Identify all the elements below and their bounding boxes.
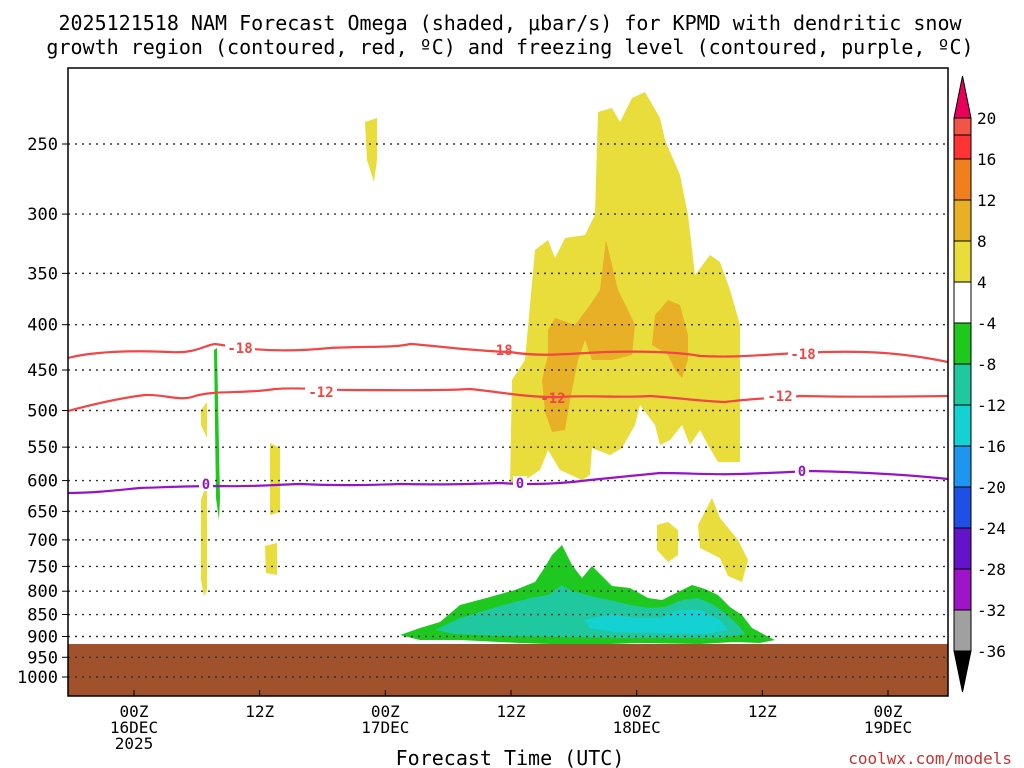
colorbar-band-6 xyxy=(953,281,972,324)
colorbar-label-5: -4 xyxy=(977,314,996,333)
y-tick-label-850: 850 xyxy=(27,606,58,626)
cyan-downward-core xyxy=(585,610,728,634)
colorbar-band-10 xyxy=(953,445,972,488)
y-tick-label-300: 300 xyxy=(27,205,58,225)
label-freezing-a: 0 xyxy=(202,477,210,493)
x-axis-title: Forecast Time (UTC) xyxy=(396,746,625,768)
label-minus18-b: -18 xyxy=(487,343,512,359)
yellow-blob-right-1 xyxy=(657,522,678,562)
y-tick-label-700: 700 xyxy=(27,531,58,551)
y-tick-label-900: 900 xyxy=(27,627,58,647)
colorbar-band-14 xyxy=(953,609,972,652)
yellow-blob-left-2 xyxy=(201,482,207,596)
colorbar-label-13: -36 xyxy=(977,642,1006,661)
x-tick-label-2-1: 17DEC xyxy=(361,718,409,737)
colorbar-band-11 xyxy=(953,486,972,529)
colorbar-top-arrow xyxy=(953,75,972,119)
orange-core-1 xyxy=(542,240,635,432)
colorbar-label-7: -12 xyxy=(977,396,1006,415)
chart-title-line2: growth region (contoured, red, ºC) and f… xyxy=(46,35,973,59)
colorbar-label-9: -20 xyxy=(977,478,1006,497)
yellow-blob-right-2 xyxy=(698,498,748,582)
contour-labels: -18 -18 -18 -12 -12 -12 0 0 0 xyxy=(199,341,818,493)
y-tick-label-650: 650 xyxy=(27,502,58,522)
colorbar-band-5 xyxy=(953,240,972,283)
colorbar: 20 16 12 8 4 -4 -8 -12 -16 -20 -24 -28 -32 -36 xyxy=(953,75,1006,693)
orange-core-2 xyxy=(652,300,688,378)
label-minus18-c: -18 xyxy=(790,347,815,363)
x-tick-label-0-0: 00Z xyxy=(120,702,149,721)
colorbar-band-2 xyxy=(953,134,972,160)
y-tick-label-450: 450 xyxy=(27,361,58,381)
colorbar-band-1 xyxy=(953,117,972,136)
label-minus12-b: -12 xyxy=(540,391,565,407)
y-axis: 2503003504004505005506006507007508008509… xyxy=(17,135,68,688)
plot-area: -18 -18 -18 -12 -12 -12 0 0 0 xyxy=(67,67,949,697)
colorbar-label-0: 20 xyxy=(977,109,996,128)
plot-border xyxy=(67,67,949,697)
colorbar-band-3 xyxy=(953,158,972,201)
colorbar-label-1: 16 xyxy=(977,150,996,169)
y-tick-label-800: 800 xyxy=(27,582,58,602)
y-tick-label-500: 500 xyxy=(27,402,58,422)
label-minus12-c: -12 xyxy=(767,389,792,405)
green-sliver-left xyxy=(214,348,220,520)
yellow-blob-high xyxy=(365,118,377,182)
colorbar-band-4 xyxy=(953,199,972,242)
colorbar-label-11: -28 xyxy=(977,560,1006,579)
yellow-blob-12z-2 xyxy=(265,543,277,575)
y-tick-label-250: 250 xyxy=(27,135,58,155)
x-tick-label-3-0: 12Z xyxy=(497,702,526,721)
contour-minus18 xyxy=(67,342,949,364)
x-tick-label-6-0: 00Z xyxy=(874,702,903,721)
y-tick-label-550: 550 xyxy=(27,438,58,458)
x-tick-label-0-2: 2025 xyxy=(115,734,154,753)
colorbar-label-6: -8 xyxy=(977,355,996,374)
x-tick-label-0-1: 16DEC xyxy=(110,718,158,737)
colorbar-label-2: 12 xyxy=(977,191,996,210)
credit-text: coolwx.com/models xyxy=(848,749,1012,768)
x-tick-label-4-1: 18DEC xyxy=(613,718,661,737)
chart-title-line1: 2025121518 NAM Forecast Omega (shaded, μ… xyxy=(58,11,962,35)
x-tick-label-5-0: 12Z xyxy=(748,702,777,721)
y-tick-label-750: 750 xyxy=(27,557,58,577)
colorbar-bottom-arrow xyxy=(953,650,972,693)
y-tick-label-400: 400 xyxy=(27,316,58,336)
label-minus18-a: -18 xyxy=(227,341,252,357)
y-tick-label-1000: 1000 xyxy=(17,668,58,688)
colorbar-band-7 xyxy=(953,322,972,365)
x-tick-label-2-0: 00Z xyxy=(371,702,400,721)
colorbar-label-10: -24 xyxy=(977,519,1006,538)
colorbar-label-4: 4 xyxy=(977,273,987,292)
y-tick-label-600: 600 xyxy=(27,472,58,492)
colorbar-band-12 xyxy=(953,527,972,570)
colorbar-label-12: -32 xyxy=(977,601,1006,620)
x-tick-label-6-1: 19DEC xyxy=(864,718,912,737)
y-tick-label-950: 950 xyxy=(27,648,58,668)
colorbar-band-8 xyxy=(953,363,972,406)
y-tick-label-350: 350 xyxy=(27,264,58,284)
colorbar-band-13 xyxy=(953,568,972,611)
colorbar-band-9 xyxy=(953,404,972,447)
colorbar-label-3: 8 xyxy=(977,232,987,251)
x-tick-label-1-0: 12Z xyxy=(245,702,274,721)
label-freezing-b: 0 xyxy=(516,476,524,492)
label-freezing-c: 0 xyxy=(798,464,806,480)
omega-shading xyxy=(201,92,775,645)
terrain-surface xyxy=(68,644,948,696)
colorbar-label-8: -16 xyxy=(977,437,1006,456)
yellow-blob-12z-1 xyxy=(270,443,280,515)
x-tick-label-4-0: 00Z xyxy=(622,702,651,721)
label-minus12-a: -12 xyxy=(308,385,333,401)
